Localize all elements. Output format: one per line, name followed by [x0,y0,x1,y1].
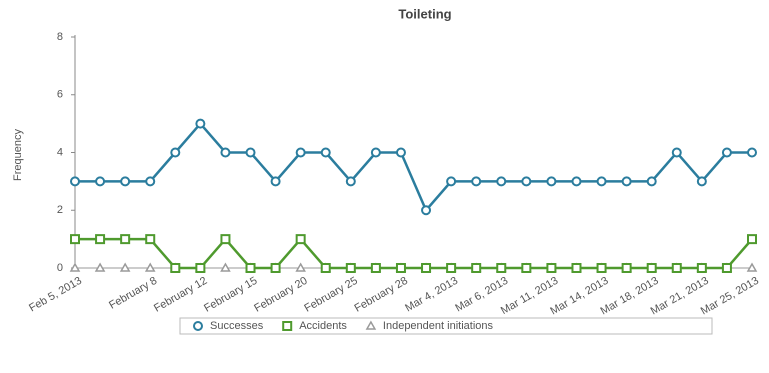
point [721,263,732,273]
x-tick-label: Mar 4, 2013 [403,275,460,315]
y-tick-label: 4 [57,146,63,158]
point [295,147,306,158]
point [446,263,457,273]
point [421,205,432,216]
point [245,263,256,273]
legend-label: Successes [210,320,264,332]
point [471,176,482,187]
point [195,118,206,129]
point [195,263,206,273]
point [646,176,657,187]
y-tick-label: 2 [57,204,63,216]
x-tick-label: February 15 [202,275,259,315]
legend-marker [193,321,203,331]
point [120,234,131,245]
point [696,176,707,187]
point [471,263,482,273]
point [571,263,582,273]
legend-label: Accidents [299,320,347,332]
y-tick-label: 0 [57,262,63,274]
point [145,176,156,187]
point [70,176,80,187]
point [496,263,507,273]
point [295,234,306,245]
point [596,263,607,273]
x-tick-label: February 25 [302,275,359,315]
point [747,234,757,245]
point [496,176,507,187]
point [370,147,381,158]
point [521,176,532,187]
point [320,147,331,158]
x-tick-label: February 20 [252,275,309,315]
point [571,176,582,187]
x-tick-label: February 8 [107,275,159,312]
point [120,176,131,187]
point [621,263,632,273]
point [345,176,356,187]
series-line [75,237,753,270]
point [220,234,231,245]
point [546,176,557,187]
y-axis-label: Frequency [12,129,24,181]
point [145,234,156,245]
legend-marker [365,320,377,330]
point [70,234,80,245]
point [721,147,732,158]
point [671,147,682,158]
point [521,263,532,273]
point [95,176,106,187]
point [245,147,256,158]
point [170,147,181,158]
point [119,262,131,272]
point [295,262,306,272]
point [170,263,181,273]
y-tick-label: 8 [57,31,63,43]
legend-label: Independent initiations [383,320,494,332]
x-tick-label: February 28 [353,275,410,315]
point [320,263,331,273]
x-tick-label: Feb 5, 2013 [27,275,84,315]
point [646,263,657,273]
point [747,147,757,158]
point [94,262,106,272]
point [746,262,758,272]
x-tick-label: February 12 [152,275,209,315]
point [370,263,381,273]
point [546,263,557,273]
chart-title: Toileting [398,6,451,21]
series-line [75,121,752,213]
point [671,263,682,273]
point [446,176,457,187]
legend-box [179,317,713,335]
point [69,262,81,272]
point [144,262,156,272]
point [696,263,707,273]
point [395,147,406,158]
legend-marker [282,321,293,331]
point [621,176,632,187]
point [596,176,607,187]
point [95,234,106,245]
point [220,262,231,272]
point [421,263,432,273]
point [220,147,231,158]
point [345,263,356,273]
point [270,176,281,187]
point [395,263,406,273]
point [270,263,281,273]
y-tick-label: 6 [57,89,63,101]
